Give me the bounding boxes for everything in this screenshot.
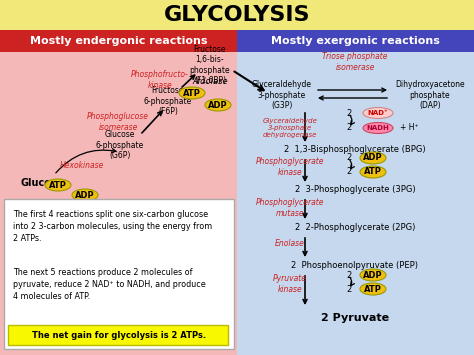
Text: Glucose
6-phosphate
(G6P): Glucose 6-phosphate (G6P)	[96, 130, 144, 160]
Text: ATP: ATP	[49, 180, 67, 190]
Ellipse shape	[45, 179, 71, 191]
Text: Fructose
1,6-bis-
phosphate
(F1,6BP): Fructose 1,6-bis- phosphate (F1,6BP)	[190, 45, 230, 85]
Ellipse shape	[360, 269, 386, 281]
Bar	[0, 52, 237, 355]
Text: ADP: ADP	[75, 191, 95, 200]
Text: 2  Phosphoenolpyruvate (PEP): 2 Phosphoenolpyruvate (PEP)	[292, 262, 419, 271]
FancyBboxPatch shape	[4, 199, 234, 349]
Text: 2: 2	[347, 168, 352, 176]
Text: ATP: ATP	[183, 88, 201, 98]
Text: Pyruvate
kinase: Pyruvate kinase	[273, 274, 307, 294]
Text: Hexokinase: Hexokinase	[60, 160, 104, 169]
Text: 2: 2	[347, 109, 352, 118]
Ellipse shape	[360, 166, 386, 178]
FancyArrowPatch shape	[56, 149, 116, 173]
Text: Phosphoglycerate
mutase: Phosphoglycerate mutase	[256, 198, 324, 218]
Ellipse shape	[363, 108, 393, 119]
Text: NADH: NADH	[366, 125, 389, 131]
Bar	[0, 0, 474, 30]
Ellipse shape	[205, 99, 231, 111]
Text: + H⁺: + H⁺	[400, 124, 419, 132]
Ellipse shape	[179, 87, 205, 99]
Text: The first 4 reactions split one six-carbon glucose
into 2 3-carbon molecules, us: The first 4 reactions split one six-carb…	[13, 210, 212, 242]
Text: The net gain for glycolysis is 2 ATPs.: The net gain for glycolysis is 2 ATPs.	[32, 331, 206, 339]
Text: ADP: ADP	[208, 100, 228, 109]
FancyArrowPatch shape	[350, 115, 355, 125]
Ellipse shape	[363, 122, 393, 133]
Text: 2 Pyruvate: 2 Pyruvate	[321, 313, 389, 323]
Text: Glucose: Glucose	[20, 178, 64, 188]
Text: 2: 2	[347, 153, 352, 163]
Text: 2  2-Phosphoglycerate (2PG): 2 2-Phosphoglycerate (2PG)	[295, 224, 415, 233]
Text: 2: 2	[347, 271, 352, 279]
Text: Phosphoglycerate
kinase: Phosphoglycerate kinase	[256, 157, 324, 177]
Text: ATP: ATP	[364, 168, 382, 176]
Text: 2  1,3-Bisphosphoglycerate (BPG): 2 1,3-Bisphosphoglycerate (BPG)	[284, 146, 426, 154]
Text: ATP: ATP	[364, 284, 382, 294]
FancyArrowPatch shape	[350, 277, 355, 286]
Ellipse shape	[360, 152, 386, 164]
Text: NAD⁺: NAD⁺	[368, 110, 388, 116]
Text: Triose phosphate
isomerase: Triose phosphate isomerase	[322, 52, 388, 72]
Bar	[237, 30, 474, 52]
Text: Dihydroxyacetone
phosphate
(DAP): Dihydroxyacetone phosphate (DAP)	[395, 80, 465, 110]
Text: Glyceraldehyde
3-phosphate
(G3P): Glyceraldehyde 3-phosphate (G3P)	[252, 80, 312, 110]
Text: Phosphoglucose
isomerase: Phosphoglucose isomerase	[87, 112, 149, 132]
Text: Mostly exergonic reactions: Mostly exergonic reactions	[271, 36, 440, 46]
Text: Glyceraldehyde
3-phosphate
dehydrogenase: Glyceraldehyde 3-phosphate dehydrogenase	[263, 118, 318, 138]
Text: Enolase: Enolase	[275, 240, 305, 248]
Text: Phosphofructo-
kinase: Phosphofructo- kinase	[131, 70, 189, 90]
Text: Aldolase: Aldolase	[192, 77, 228, 87]
Ellipse shape	[360, 283, 386, 295]
Text: Fructose
6-phosphate
(F6P): Fructose 6-phosphate (F6P)	[144, 86, 192, 116]
Text: ADP: ADP	[363, 153, 383, 163]
FancyArrowPatch shape	[350, 160, 355, 169]
Bar	[237, 52, 474, 355]
Bar	[0, 30, 237, 52]
Text: GLYCOLYSIS: GLYCOLYSIS	[164, 5, 310, 25]
Ellipse shape	[72, 189, 98, 201]
Text: The next 5 reactions produce 2 molecules of
pyruvate, reduce 2 NAD⁺ to NADH, and: The next 5 reactions produce 2 molecules…	[13, 268, 206, 301]
FancyBboxPatch shape	[8, 325, 228, 345]
Text: 2  3-Phosphoglycerate (3PG): 2 3-Phosphoglycerate (3PG)	[295, 186, 415, 195]
Text: 2: 2	[347, 124, 352, 132]
Text: 2: 2	[347, 284, 352, 294]
Text: Mostly endergonic reactions: Mostly endergonic reactions	[30, 36, 207, 46]
Text: ADP: ADP	[363, 271, 383, 279]
